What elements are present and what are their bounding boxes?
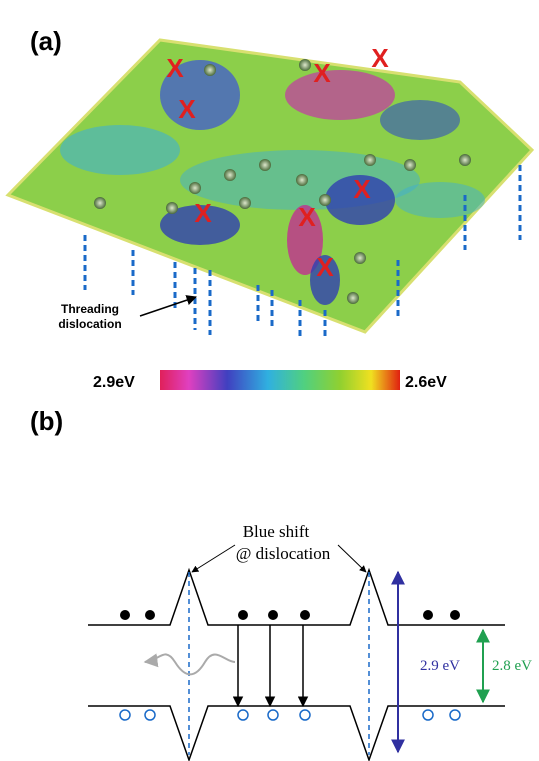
panel-label: (a) — [30, 26, 62, 56]
electrons — [120, 610, 460, 620]
pointer — [139, 295, 197, 317]
gap-label: 2.8 eV — [492, 658, 532, 674]
marker: X — [353, 174, 371, 204]
panel-label: (b) — [30, 406, 63, 436]
transitions — [232, 625, 309, 708]
marker: X — [313, 58, 331, 88]
annotation: dislocation — [58, 317, 121, 331]
marker: X — [316, 252, 334, 282]
pointer — [191, 544, 236, 573]
annotation: Blue shift — [243, 522, 310, 541]
marker: X — [178, 94, 196, 124]
marker: X — [298, 202, 316, 232]
photon — [143, 653, 236, 676]
colorbar — [160, 370, 400, 390]
carriers — [94, 59, 471, 304]
markers: X X X X X X X X — [166, 43, 389, 282]
colorbar-label: 2.6eV — [405, 374, 447, 391]
pointer — [337, 544, 367, 573]
gap-label: 2.9 eV — [420, 658, 460, 674]
marker: X — [371, 43, 389, 73]
marker: X — [194, 198, 212, 228]
band-edges — [88, 567, 505, 761]
marker: X — [166, 53, 184, 83]
surface — [5, 38, 535, 334]
dislocation-lines — [83, 165, 522, 340]
annotation: Threading — [61, 302, 119, 316]
holes — [119, 709, 461, 721]
dislocation-lines — [188, 572, 370, 755]
annotation: @ dislocation — [236, 544, 331, 563]
colorbar-label: 2.9eV — [93, 374, 135, 391]
